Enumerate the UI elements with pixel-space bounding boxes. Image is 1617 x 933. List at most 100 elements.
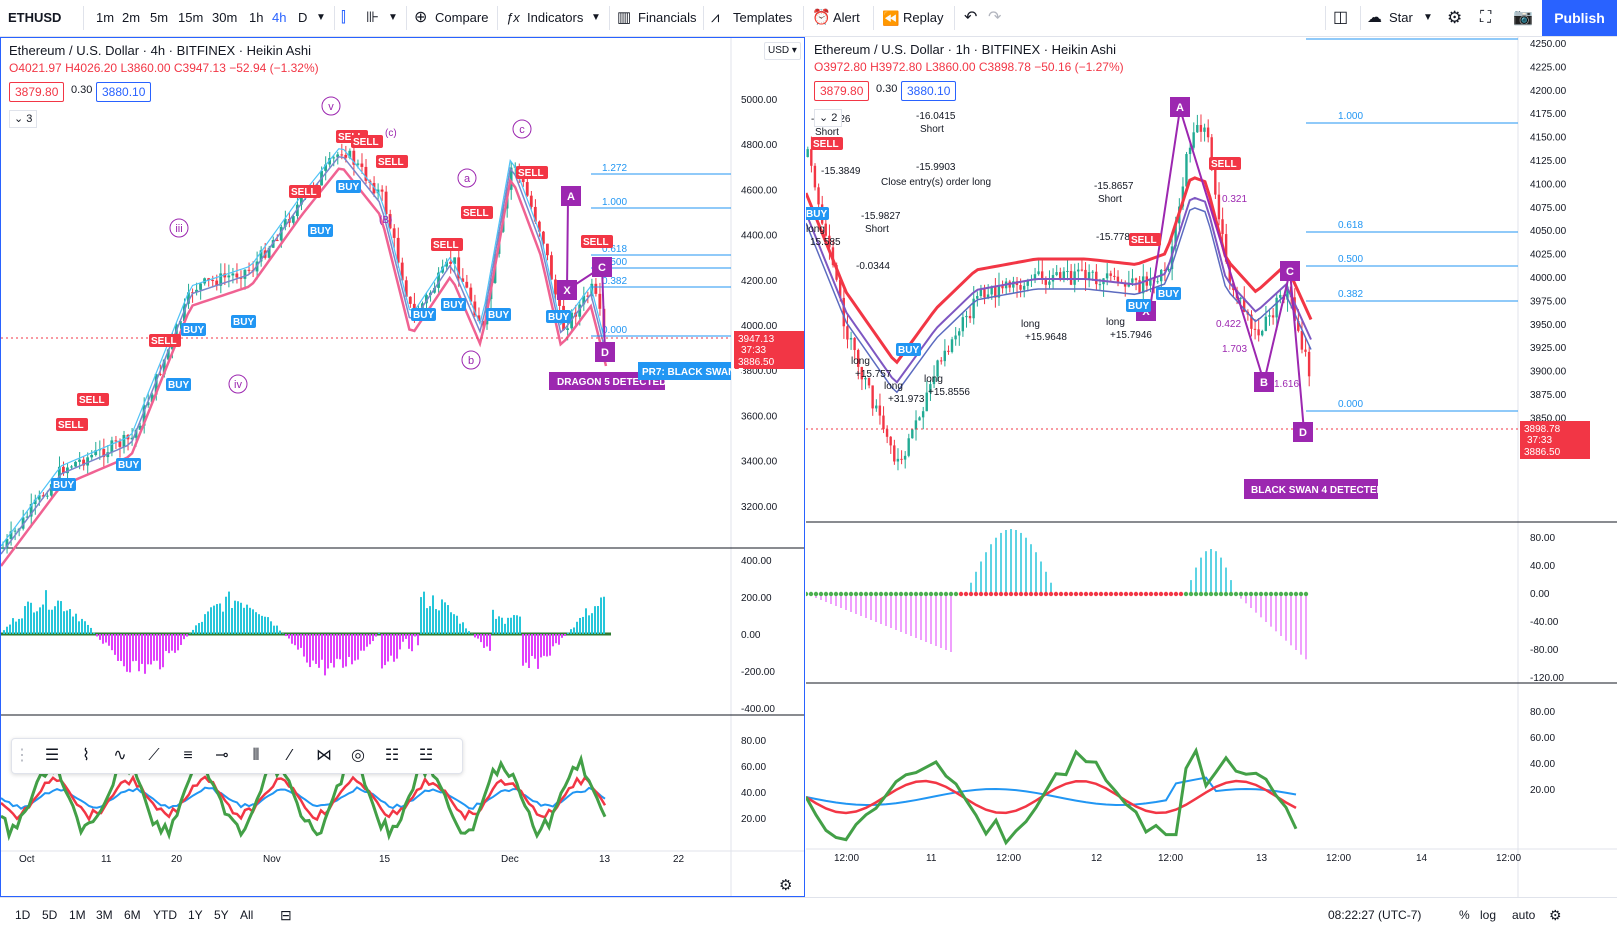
- drag-handle-icon[interactable]: ⋮: [14, 747, 30, 764]
- replay-button[interactable]: Replay: [903, 10, 944, 25]
- bar-style-icon[interactable]: ⫿: [341, 9, 346, 26]
- right-chart-canvas[interactable]: 4250.00 4225.00 4200.00 4175.00 4150.00 4125.…: [806, 37, 1617, 897]
- ray-icon[interactable]: ⁄: [288, 747, 292, 764]
- candle: [566, 328, 569, 330]
- fullscreen-icon[interactable]: ⛶: [1480, 9, 1492, 26]
- osc2-tick: 20.00: [741, 814, 766, 825]
- zero-dot: [868, 591, 874, 597]
- bars-pattern-icon[interactable]: ⦀: [252, 747, 260, 764]
- xabcd-icon[interactable]: ⋈: [316, 747, 332, 764]
- replay-icon[interactable]: ⏪: [882, 10, 900, 26]
- chevron-down-icon[interactable]: ▼: [388, 12, 398, 23]
- auto-toggle[interactable]: auto: [1512, 908, 1536, 922]
- gear-icon[interactable]: ⚙: [779, 877, 793, 894]
- candle: [1012, 281, 1015, 288]
- fib-extension-icon[interactable]: ☳: [418, 747, 434, 764]
- range-6m[interactable]: 6M: [124, 908, 141, 922]
- candle: [598, 293, 602, 309]
- publish-button[interactable]: Publish: [1542, 0, 1617, 36]
- camera-icon[interactable]: 📷: [1513, 9, 1533, 26]
- alert-button[interactable]: Alert: [833, 10, 860, 25]
- fib-icon[interactable]: ☷: [384, 747, 400, 764]
- left-chart-canvas[interactable]: 5000.00 4800.00 4600.00 4400.00 4200.00 4000.…: [1, 38, 804, 896]
- compare-button[interactable]: Compare: [435, 10, 489, 25]
- interval-1m[interactable]: 1m: [96, 10, 115, 25]
- range-3m[interactable]: 3M: [96, 908, 113, 922]
- percent-toggle[interactable]: %: [1459, 908, 1470, 922]
- sell-price-box[interactable]: 3879.80: [9, 82, 65, 102]
- spiral-icon[interactable]: ◎: [351, 747, 365, 764]
- buy-signal-bg: [231, 315, 256, 328]
- trade-annotation: Short: [1098, 194, 1122, 205]
- plus-circle-icon[interactable]: ⊕: [414, 9, 428, 26]
- interval-30m[interactable]: 30m: [212, 10, 238, 25]
- oscillator-line: [806, 779, 1297, 815]
- left-chart-pane[interactable]: 5000.00 4800.00 4600.00 4400.00 4200.00 4000.…: [0, 37, 805, 897]
- alarm-clock-icon[interactable]: ⏰: [812, 9, 831, 26]
- financials-icon[interactable]: ▥: [617, 9, 632, 26]
- interval-d[interactable]: D: [298, 10, 308, 25]
- range-5y[interactable]: 5Y: [214, 908, 229, 922]
- pattern-point-bg: [595, 342, 615, 362]
- candle: [842, 297, 845, 327]
- indicators-button[interactable]: Indicators: [527, 10, 584, 25]
- date-range-icon[interactable]: ⊟: [280, 907, 292, 923]
- right-chart-pane[interactable]: 4250.00 4225.00 4200.00 4175.00 4150.00 4125.…: [806, 37, 1617, 897]
- trend-line-icon[interactable]: ⟋: [148, 747, 160, 764]
- sell-signal: SELL: [433, 240, 459, 251]
- layout-icon[interactable]: ◫: [1333, 9, 1349, 26]
- pattern-icon[interactable]: ⌇: [82, 747, 90, 764]
- buy-price-box[interactable]: 3880.10: [96, 82, 152, 102]
- wave-icon[interactable]: ∿: [113, 747, 127, 764]
- candle: [867, 377, 871, 386]
- candle: [1091, 271, 1094, 273]
- function-icon[interactable]: ƒx: [506, 10, 520, 25]
- zero-dot: [1003, 591, 1009, 597]
- financials-button[interactable]: Financials: [638, 10, 697, 25]
- interval-2m[interactable]: 2m: [122, 10, 141, 25]
- buy-price-box[interactable]: 3880.10: [901, 81, 957, 101]
- range-1d[interactable]: 1D: [15, 908, 31, 922]
- interval-1h[interactable]: 1h: [249, 10, 264, 25]
- interval-15m[interactable]: 15m: [178, 10, 204, 25]
- collapse-indicators-button[interactable]: ⌄ 2: [814, 109, 843, 127]
- channel-icon[interactable]: ≡: [183, 747, 193, 764]
- collapse-indicators-button[interactable]: ⌄ 3: [9, 110, 38, 128]
- interval-4h[interactable]: 4h: [272, 10, 287, 25]
- sell-price-box[interactable]: 3879.80: [814, 81, 870, 101]
- gear-icon[interactable]: ⚙: [1447, 8, 1463, 27]
- candle: [267, 247, 271, 258]
- gear-icon[interactable]: ⚙: [1549, 907, 1562, 923]
- range-all[interactable]: All: [240, 908, 254, 922]
- layout-name[interactable]: Star: [1389, 10, 1413, 25]
- pattern-point-label: B: [1260, 377, 1268, 389]
- candles-icon[interactable]: ⊪: [366, 9, 380, 26]
- countdown-label: 37:33: [741, 345, 766, 356]
- redo-icon[interactable]: ↷: [988, 9, 1002, 26]
- templates-button[interactable]: Templates: [733, 10, 793, 25]
- range-1y[interactable]: 1Y: [188, 908, 203, 922]
- undo-icon[interactable]: ↶: [964, 9, 978, 26]
- candle: [227, 275, 231, 278]
- range-ytd[interactable]: YTD: [153, 908, 177, 922]
- lines-icon[interactable]: ☰: [44, 747, 60, 764]
- candle: [235, 273, 239, 278]
- chevron-down-icon[interactable]: ▼: [591, 12, 601, 23]
- cloud-icon[interactable]: ☁: [1367, 9, 1382, 26]
- chevron-down-icon[interactable]: ▼: [1423, 12, 1433, 23]
- range-1m[interactable]: 1M: [69, 908, 86, 922]
- candle: [1033, 274, 1037, 280]
- horizontal-line-icon[interactable]: ⊸: [215, 747, 229, 764]
- currency-selector[interactable]: USD ▾: [764, 42, 801, 60]
- time-tick: 15: [379, 854, 391, 865]
- range-5d[interactable]: 5D: [42, 908, 58, 922]
- zero-dot: [1148, 591, 1154, 597]
- templates-icon[interactable]: ⩘: [711, 9, 720, 26]
- chevron-down-icon[interactable]: ▼: [316, 12, 326, 23]
- clock[interactable]: 08:22:27 (UTC-7): [1328, 908, 1422, 922]
- candle: [247, 269, 251, 271]
- symbol-search[interactable]: ETHUSD: [8, 10, 62, 25]
- trade-annotation: +15.9648: [1025, 332, 1067, 343]
- interval-5m[interactable]: 5m: [150, 10, 169, 25]
- log-toggle[interactable]: log: [1480, 908, 1497, 922]
